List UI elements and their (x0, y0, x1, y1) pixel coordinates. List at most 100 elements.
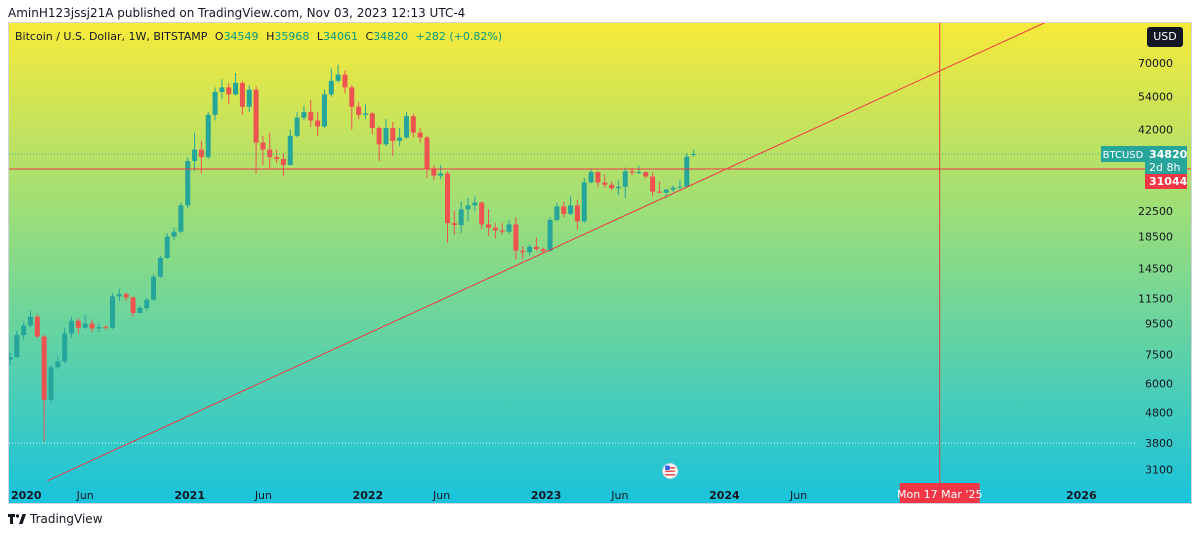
x-tick-label: Jun (789, 489, 807, 502)
candle (349, 85, 355, 130)
candle-body (294, 117, 300, 136)
candle-body (629, 171, 635, 173)
candle-body (438, 173, 444, 176)
candle (9, 352, 13, 366)
chart-background (9, 23, 1191, 503)
candle-body (321, 94, 327, 127)
candle (321, 89, 327, 128)
y-tick-label: 3100 (1145, 464, 1173, 477)
legend-close-value: 34820 (373, 30, 409, 43)
candle (540, 247, 546, 254)
candle (554, 202, 560, 222)
candle (233, 72, 239, 96)
candle-body (226, 87, 232, 95)
candle (513, 216, 519, 260)
candle-body (116, 294, 122, 297)
candle (294, 112, 300, 138)
candle-body (369, 113, 375, 128)
candle (246, 85, 252, 113)
candle (684, 153, 690, 188)
candle-body (349, 87, 355, 107)
countdown-value: 2d 8h (1149, 161, 1180, 174)
candle (267, 132, 273, 170)
candle (41, 335, 47, 442)
candle-body (486, 224, 492, 228)
candle (670, 185, 676, 193)
candle-body (356, 106, 362, 115)
candle (287, 129, 293, 166)
currency-button[interactable]: USD (1147, 27, 1183, 47)
candle (369, 112, 375, 135)
x-tick-label: 2021 (174, 489, 205, 502)
candle (362, 104, 368, 120)
y-tick-label: 7500 (1145, 348, 1173, 361)
y-tick-label: 22500 (1138, 205, 1173, 218)
candle (212, 87, 218, 121)
x-tick-label: Jun (76, 489, 94, 502)
x-tick-label: Jun (610, 489, 628, 502)
candle (82, 314, 88, 330)
candle-body (390, 127, 396, 141)
candle-body (451, 223, 457, 226)
y-tick-label: 18500 (1138, 231, 1173, 244)
candle-body (568, 205, 574, 214)
candle-body (622, 171, 628, 187)
legend-high-label: H (266, 30, 275, 43)
candle (328, 68, 334, 97)
symbol-badge: BTCUSD (1101, 146, 1145, 163)
candle (602, 174, 608, 189)
flag-stripe (665, 474, 676, 476)
legend-open-value: 34549 (223, 30, 259, 43)
candle-body (595, 172, 601, 183)
us-flag-icon (662, 463, 679, 479)
candle-body (144, 299, 150, 309)
candle-body (540, 249, 546, 252)
candle (465, 198, 471, 222)
candle-body (280, 159, 286, 166)
candle (308, 99, 314, 128)
candle-body (137, 308, 143, 313)
candle-body (554, 206, 560, 221)
date-badge: Mon 17 Mar '25 (897, 483, 982, 503)
legend-high-value: 35968 (274, 30, 310, 43)
y-tick-label: 70000 (1138, 57, 1173, 70)
candle (253, 86, 259, 174)
candle-body (609, 184, 615, 189)
x-tick-label: 2024 (709, 489, 740, 502)
candle-body (403, 116, 409, 138)
y-tick-label: 4800 (1145, 407, 1173, 420)
candle (588, 169, 594, 184)
candle-body (479, 202, 485, 225)
legend-low-value: 34061 (322, 30, 358, 43)
candle-body (301, 112, 307, 118)
x-tick-label: 2022 (353, 489, 384, 502)
level-badge-bg (1145, 173, 1187, 189)
candle (198, 140, 204, 174)
candle (123, 291, 129, 301)
chart-container[interactable]: 70000 54000 42000 22500 18500 14500 11500 9500 7… (8, 22, 1192, 504)
candle-body (499, 230, 505, 232)
candle (301, 105, 307, 121)
legend-symbol: Bitcoin / U.S. Dollar, 1W, BITSTAMP (15, 30, 208, 43)
candle-body (308, 112, 314, 121)
y-tick-label: 9500 (1145, 318, 1173, 331)
candle-body (123, 294, 129, 298)
candle-body (239, 82, 245, 107)
candle-body (670, 187, 676, 190)
candle (226, 82, 232, 105)
candle (280, 153, 286, 177)
candle-body (315, 120, 321, 127)
candle-body (506, 224, 512, 232)
candle (342, 70, 348, 94)
candle (650, 172, 656, 197)
price-chart[interactable]: 70000 54000 42000 22500 18500 14500 11500 9500 7… (9, 23, 1192, 504)
y-tick-label: 11500 (1138, 293, 1173, 306)
candle-body (342, 74, 348, 88)
candle (171, 227, 177, 241)
candle-body (9, 357, 13, 360)
candle (595, 171, 601, 188)
candle-body (424, 137, 430, 170)
candle-body (253, 89, 259, 143)
candle (219, 79, 225, 100)
